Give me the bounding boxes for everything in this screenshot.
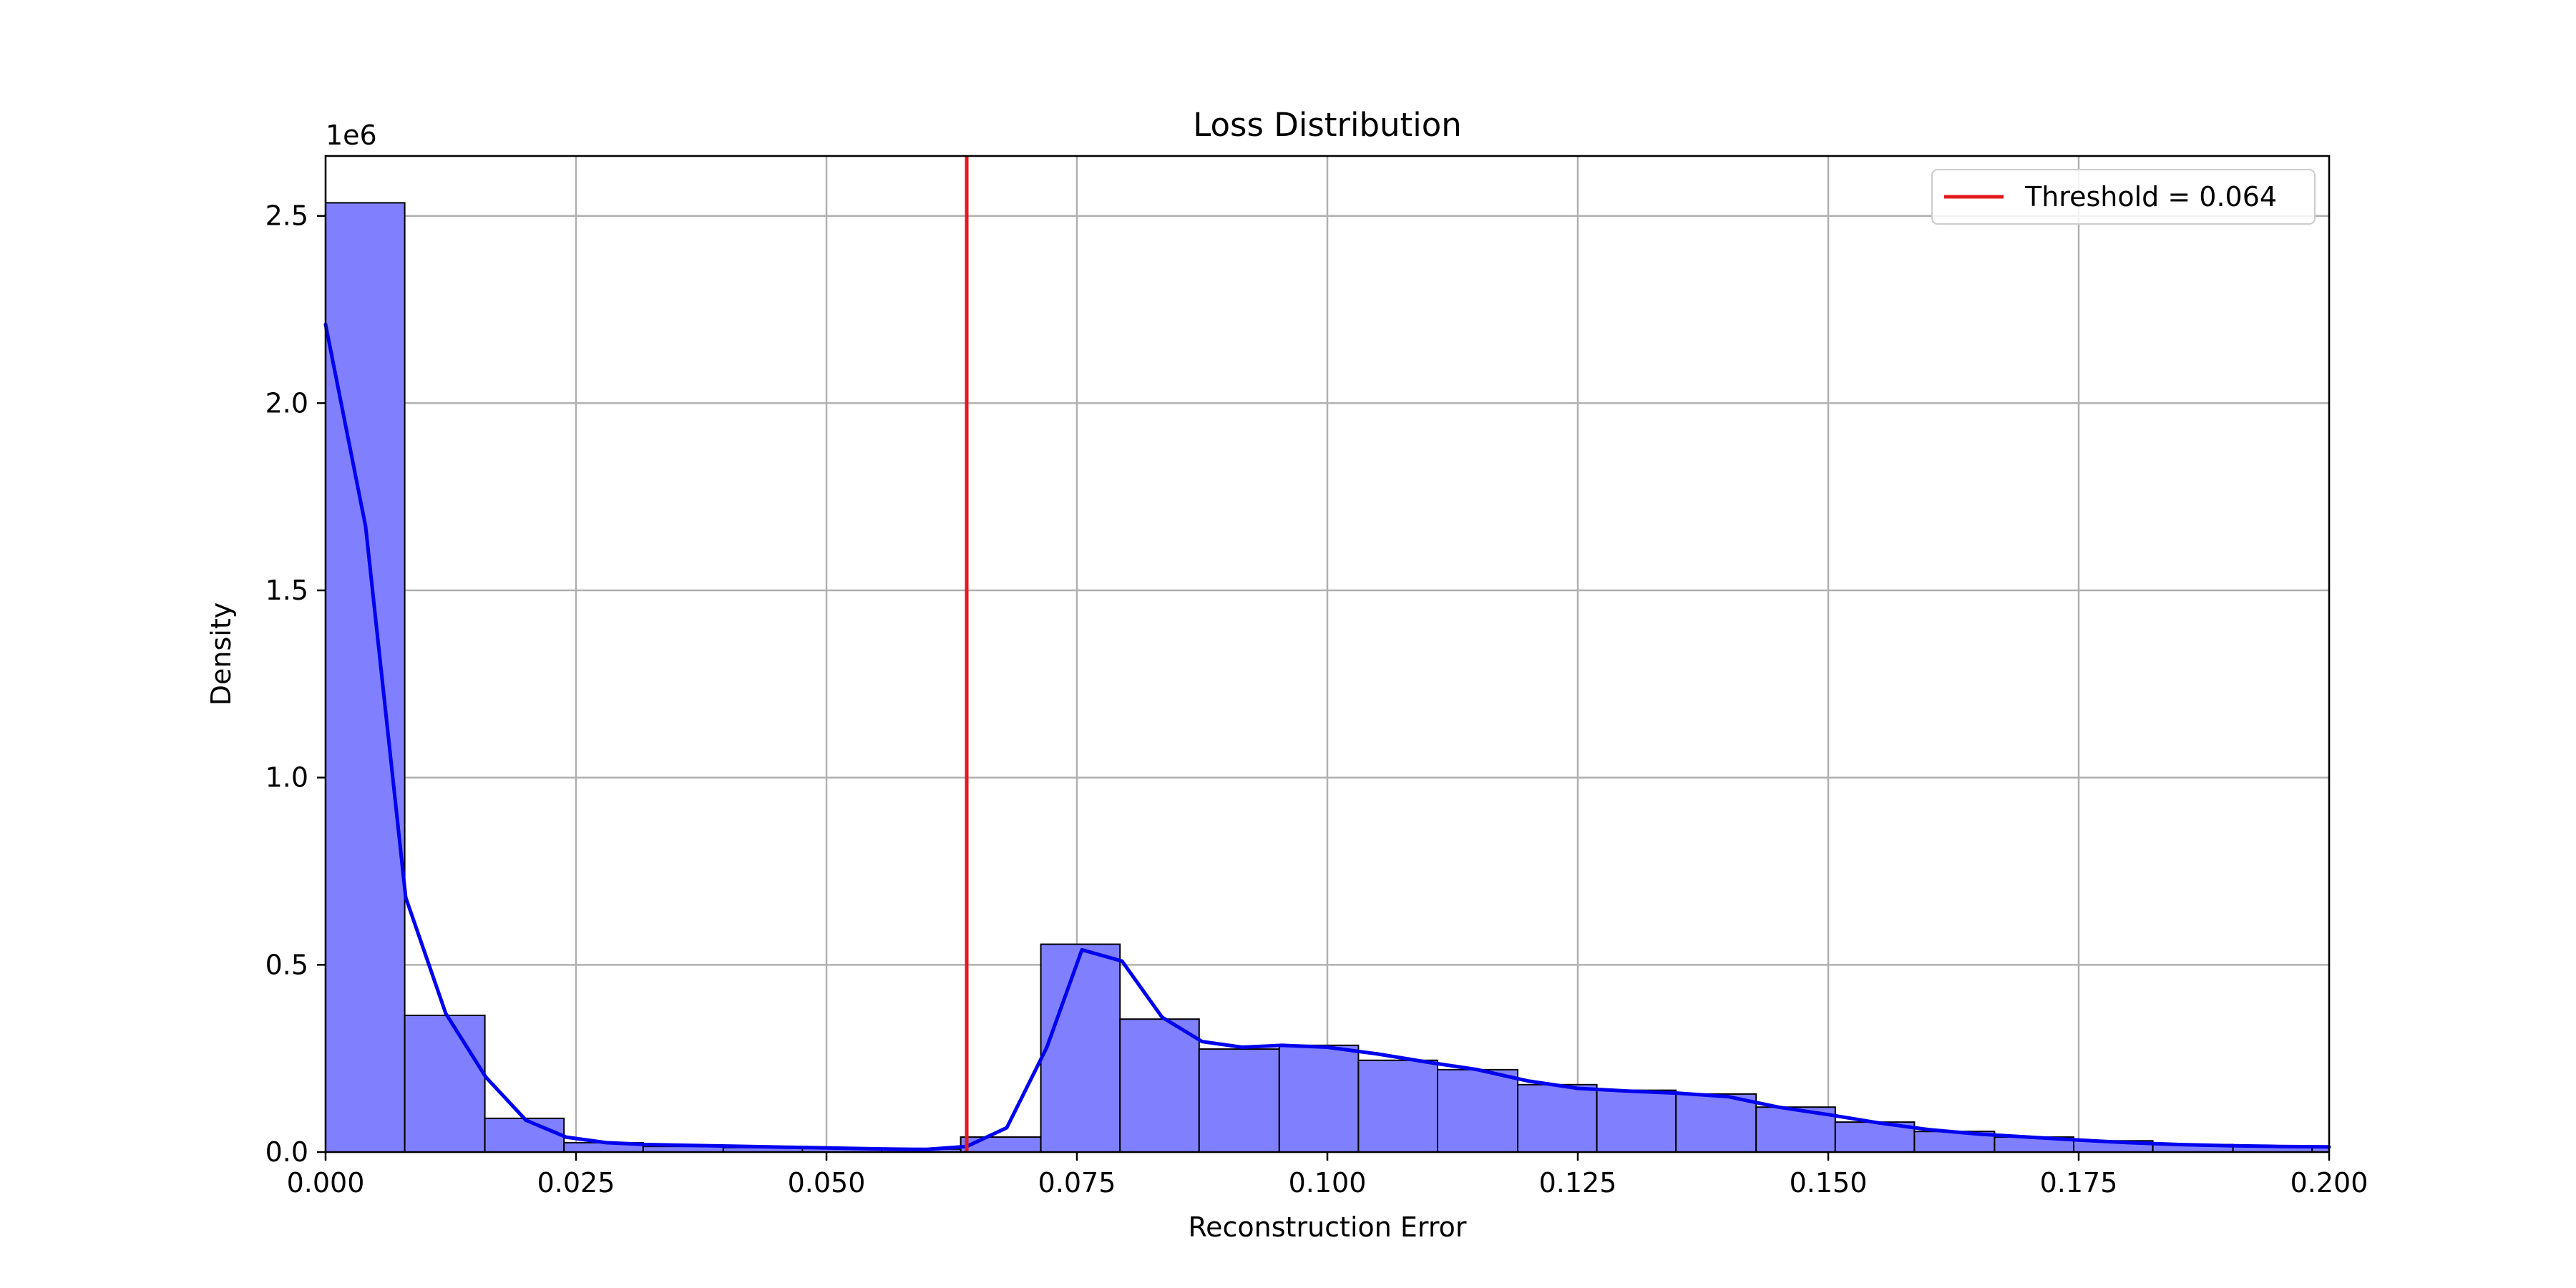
x-tick-label: 0.000 — [287, 1167, 365, 1199]
histogram-bar — [1437, 1068, 1518, 1153]
histogram-bar — [484, 1117, 565, 1153]
histogram-bar — [1675, 1093, 1757, 1153]
y-tick-label: 2.0 — [265, 387, 308, 419]
x-tick-label: 0.150 — [1790, 1167, 1868, 1199]
histogram-bar — [1596, 1089, 1677, 1153]
y-tick-label: 0.0 — [265, 1136, 308, 1168]
x-axis-ticks: 0.000 0.025 0.050 0.075 0.100 0.125 0.150 0.175… — [287, 1152, 2368, 1199]
y-axis-ticks: 0.0 0.5 1.0 1.5 2.0 2.5 — [265, 200, 326, 1168]
legend-threshold-label: Threshold = 0.064 — [2024, 181, 2277, 213]
legend-box — [1931, 169, 2316, 225]
histogram-bar — [1119, 1018, 1200, 1153]
kde-curve — [323, 323, 2331, 1151]
y-tick-label: 0.5 — [265, 949, 308, 980]
x-tick-label: 0.050 — [788, 1167, 866, 1199]
x-tick-label: 0.100 — [1289, 1167, 1367, 1199]
x-tick-label: 0.175 — [2040, 1167, 2118, 1199]
y-axis-multiplier: 1e6 — [326, 119, 377, 151]
x-tick-label: 0.200 — [2290, 1167, 2368, 1199]
y-tick-label: 1.0 — [265, 762, 308, 794]
x-axis-label: Reconstruction Error — [1188, 1211, 1466, 1243]
histogram-bar — [1198, 1048, 1280, 1153]
histogram-bar — [1517, 1083, 1598, 1153]
y-axis-label: Density — [205, 602, 237, 706]
histogram-bar — [325, 202, 406, 1153]
chart-title: Loss Distribution — [1193, 106, 1462, 144]
histogram-bar — [404, 1014, 486, 1153]
y-tick-label: 2.5 — [265, 200, 308, 232]
x-tick-label: 0.075 — [1038, 1167, 1116, 1199]
histogram-bar — [1357, 1059, 1439, 1153]
y-tick-label: 1.5 — [265, 575, 308, 606]
histogram-bar — [1040, 943, 1121, 1153]
legend: Threshold = 0.064 — [1931, 169, 2316, 225]
x-tick-label: 0.125 — [1539, 1167, 1617, 1199]
histogram-bars — [325, 202, 2330, 1153]
histogram-bar — [1278, 1044, 1360, 1153]
x-tick-label: 0.025 — [537, 1167, 615, 1199]
